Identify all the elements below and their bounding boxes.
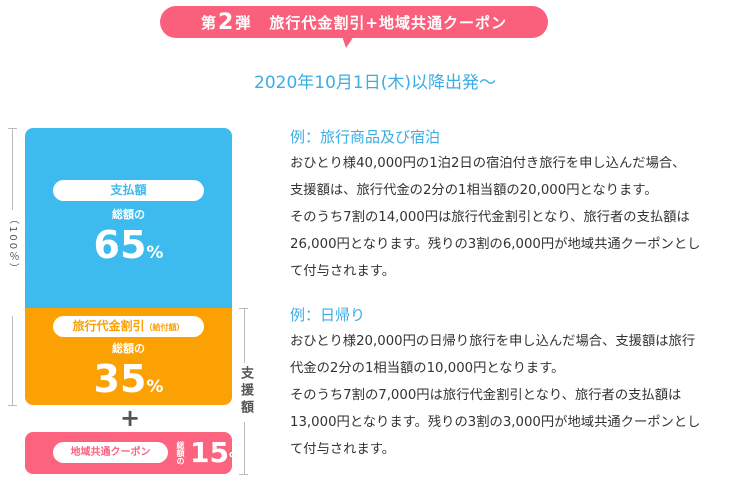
banner-number: 2 xyxy=(218,9,235,35)
example-line: 代金の2分の1相当額の10,000円となります。 xyxy=(290,361,565,376)
example-heading: 例：日帰り xyxy=(290,306,366,324)
banner-title: 旅行代金割引+地域共通クーポン xyxy=(269,13,507,32)
bracket-line xyxy=(12,316,13,405)
bracket-tick xyxy=(8,128,17,129)
example-line: そのうち7割の7,000円は旅行代金割引となり、旅行者の支払額は xyxy=(290,388,682,403)
example-line: おひとり様20,000円の日帰り旅行を申し込んだ場合、支援額は旅行 xyxy=(290,334,696,349)
bracket-tick xyxy=(239,474,248,475)
example-line: 支援額は、旅行代金の2分の1相当額の20,000円となります。 xyxy=(290,183,658,198)
example-line: て付与されます。 xyxy=(290,264,396,279)
banner-tail xyxy=(342,36,354,48)
payment-percent: 65% xyxy=(93,223,164,267)
banner-suffix: 弾 xyxy=(235,13,252,32)
example-line: て付与されます。 xyxy=(290,442,396,457)
example-line: 26,000円となります。残りの3割の6,000円が地域共通クーポンとし xyxy=(290,237,701,252)
banner-prefix: 第 xyxy=(201,13,218,32)
bracket-line xyxy=(244,308,245,363)
example-heading: 例：旅行商品及び宿泊 xyxy=(290,128,441,146)
payment-block: 支払額 総額の 65% xyxy=(25,128,232,308)
coupon-block: 地域共通クーポン 総額の 15% xyxy=(25,432,242,474)
example-travel-stay: 例：旅行商品及び宿泊 おひとり様40,000円の1泊2日の宿泊付き旅行を申し込ん… xyxy=(290,124,750,285)
bracket-line xyxy=(12,128,13,210)
example-line: おひとり様40,000円の1泊2日の宿泊付き旅行を申し込んだ場合、 xyxy=(290,156,686,171)
bracket-tick xyxy=(8,405,17,406)
discount-sub: 総額の xyxy=(112,342,145,355)
example-line: そのうち7割の14,000円は旅行代金割引となり、旅行者の支払額は xyxy=(290,210,690,225)
discount-block: 旅行代金割引（給付額） 総額の 35% xyxy=(25,308,232,405)
bracket-line xyxy=(244,422,245,474)
campaign-banner: 第 2 弾旅行代金割引+地域共通クーポン xyxy=(160,6,548,38)
coupon-sub: 総額の xyxy=(176,441,185,465)
example-day-trip: 例：日帰り おひとり様20,000円の日帰り旅行を申し込んだ場合、支援額は旅行 … xyxy=(290,302,750,463)
bracket-tick xyxy=(239,308,248,309)
example-line: 13,000円となります。残りの3割の3,000円が地域共通クーポンとし xyxy=(290,415,701,430)
support-label: 支援額 xyxy=(238,366,253,417)
payment-label: 支払額 xyxy=(53,180,204,201)
payment-sub: 総額の xyxy=(112,208,145,221)
coupon-label: 地域共通クーポン xyxy=(53,442,168,463)
plus-icon: + xyxy=(120,404,141,432)
coupon-percent: 15% xyxy=(190,436,242,469)
discount-label: 旅行代金割引（給付額） xyxy=(53,316,204,337)
start-date: 2020年10月1日(木)以降出発～ xyxy=(254,73,496,93)
discount-percent: 35% xyxy=(93,357,164,401)
